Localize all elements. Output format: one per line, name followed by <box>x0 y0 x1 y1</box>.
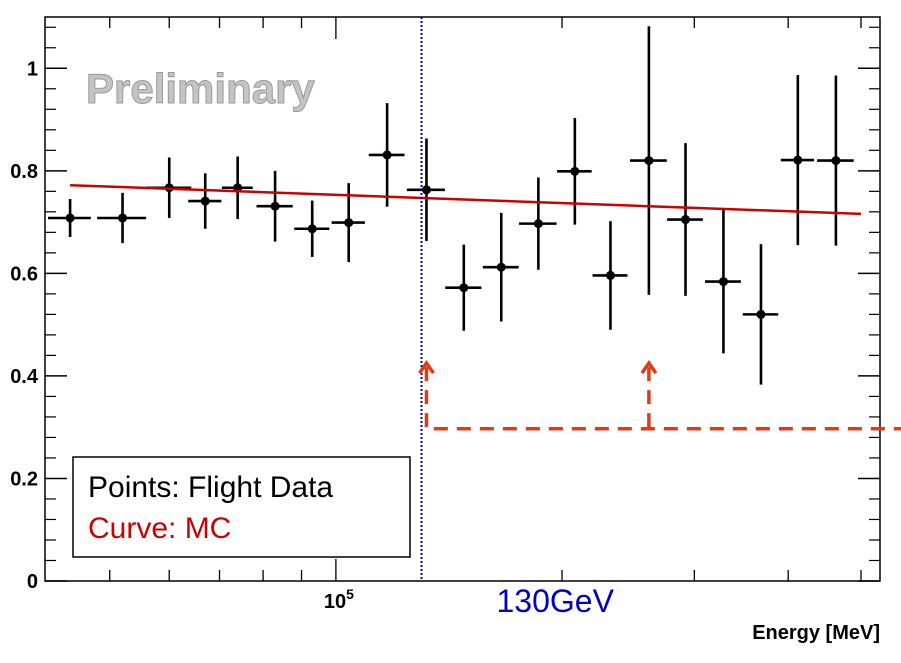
plot-frame <box>44 16 881 582</box>
data-marker <box>118 213 128 223</box>
data-marker <box>270 201 280 211</box>
data-marker <box>681 215 691 225</box>
data-point <box>445 244 482 331</box>
legend-entry: Points: Flight Data <box>88 471 333 504</box>
data-point <box>519 177 557 270</box>
data-point <box>368 103 405 207</box>
data-point <box>705 209 741 354</box>
data-point <box>221 156 253 220</box>
data-point <box>780 74 815 246</box>
y-tick-label: 0 <box>27 571 38 593</box>
data-marker <box>344 218 354 228</box>
legend-box <box>72 456 411 558</box>
mc-curve <box>70 183 862 216</box>
data-point <box>48 199 91 237</box>
arrowhead-icon <box>418 360 435 375</box>
bracket-dashed-line <box>424 367 901 431</box>
arrowhead-icon <box>640 360 658 375</box>
data-point <box>406 138 445 242</box>
data-marker <box>533 219 543 229</box>
data-point <box>667 143 703 296</box>
legend-entry: Curve: MC <box>88 512 231 545</box>
data-point <box>592 221 628 330</box>
data-marker <box>718 277 728 287</box>
x-axis-title: Energy [MeV] <box>752 622 880 644</box>
data-point <box>742 244 779 385</box>
data-marker <box>459 283 469 293</box>
data-marker <box>605 270 615 280</box>
data-marker <box>307 224 317 234</box>
data-marker <box>756 309 766 319</box>
data-point <box>817 75 854 246</box>
data-point <box>294 200 330 257</box>
data-point <box>629 26 667 295</box>
data-point <box>482 212 519 322</box>
data-marker <box>793 155 803 165</box>
data-marker <box>421 185 431 195</box>
data-marker <box>496 262 506 272</box>
y-tick-label: 0.2 <box>10 468 38 490</box>
energy-marker-label: 130GeV <box>496 583 614 619</box>
data-point <box>256 170 293 242</box>
data-marker <box>382 150 392 160</box>
data-point <box>97 192 147 244</box>
data-point <box>188 173 222 229</box>
preliminary-watermark: Preliminary <box>86 65 315 112</box>
y-tick-label: 0.6 <box>10 263 38 285</box>
y-tick-label: 1 <box>27 58 38 80</box>
data-marker <box>831 156 841 166</box>
x-tick-label: 105 <box>324 586 354 613</box>
y-tick-label: 0.8 <box>10 161 38 183</box>
data-point <box>557 118 592 225</box>
data-marker <box>65 213 75 223</box>
data-marker <box>644 156 654 166</box>
data-marker <box>570 166 580 176</box>
y-tick-label: 0.4 <box>10 366 39 388</box>
legend: Points: Flight Data Curve: MC <box>72 456 411 558</box>
data-marker <box>200 196 210 206</box>
